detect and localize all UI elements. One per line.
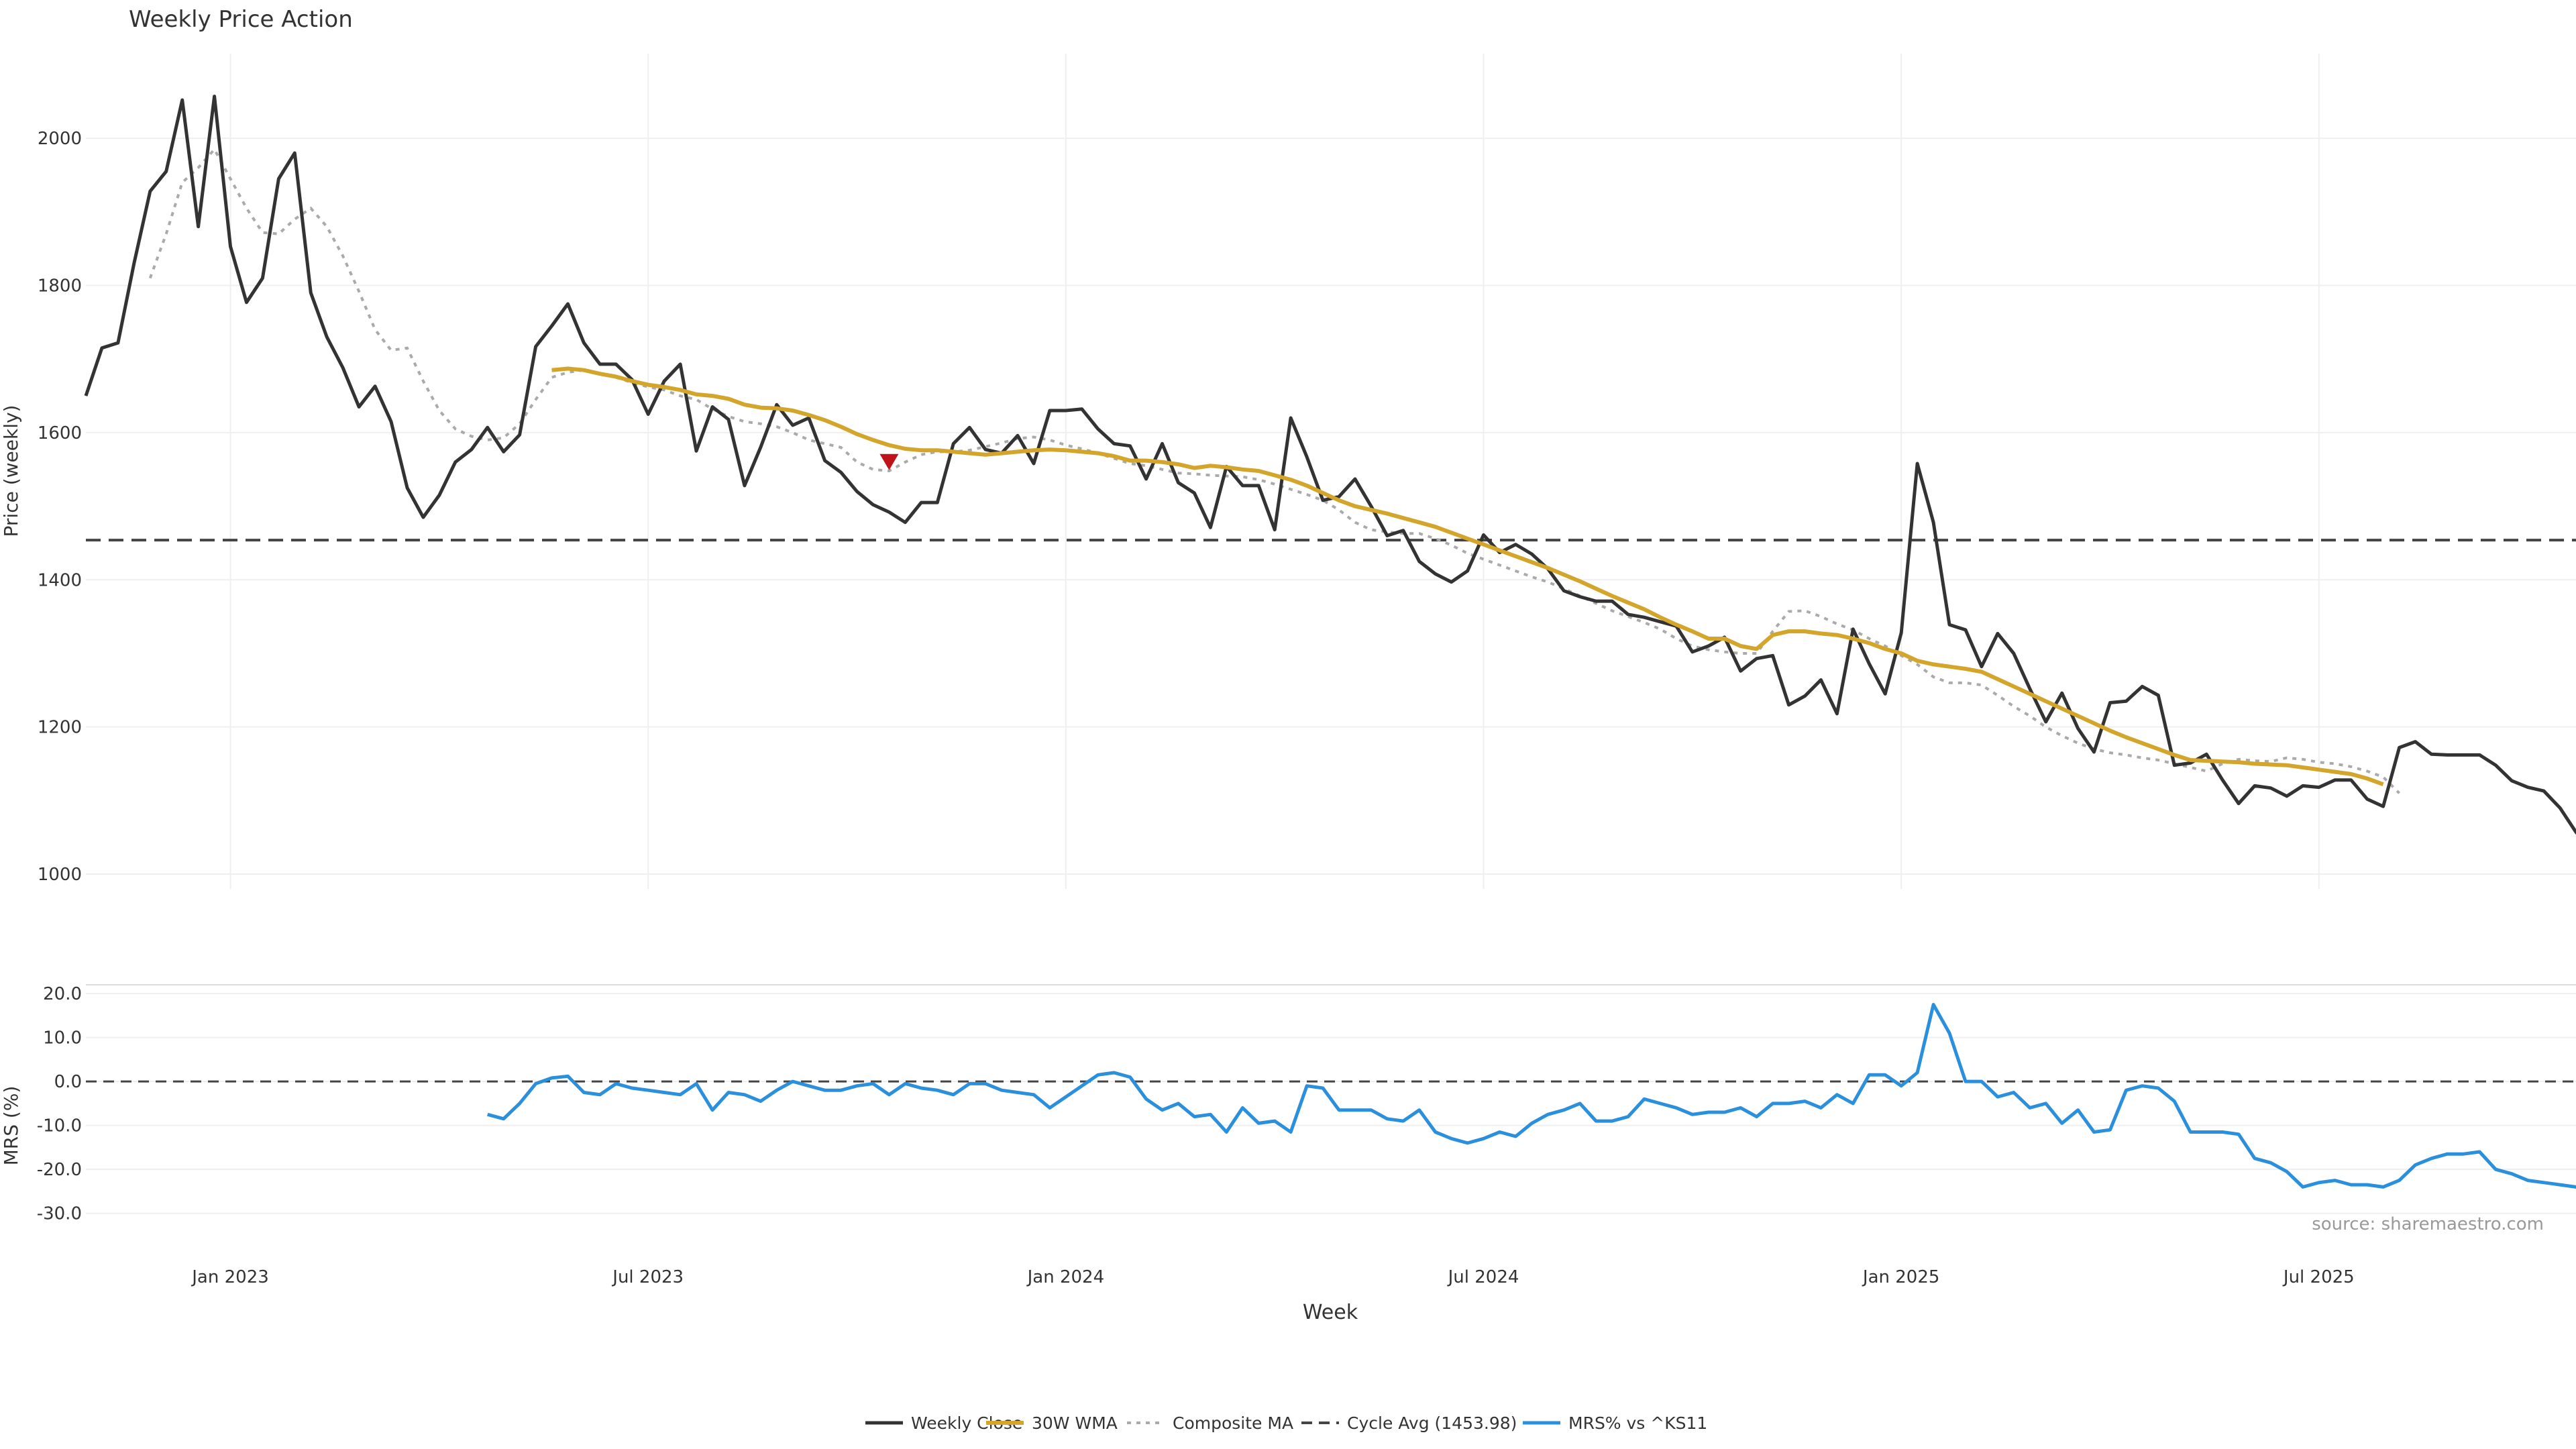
sell-signal-marker bbox=[879, 453, 899, 470]
legend-label-cycle: Cycle Avg (1453.98) bbox=[1347, 1413, 1517, 1433]
price-y-tick-label: 1400 bbox=[38, 570, 82, 590]
legend-item-cycle: Cycle Avg (1453.98) bbox=[1301, 1413, 1517, 1433]
legend-label-mrs: MRS% vs ^KS11 bbox=[1568, 1413, 1707, 1433]
legend-label-wma: 30W WMA bbox=[1032, 1413, 1118, 1433]
legend-item-mrs: MRS% vs ^KS11 bbox=[1523, 1413, 1707, 1433]
mrs-y-tick-label: -30.0 bbox=[37, 1204, 82, 1224]
legend-label-composite: Composite MA bbox=[1173, 1413, 1293, 1433]
x-tick-label: Jan 2025 bbox=[1862, 1267, 1940, 1287]
price-panel: 1000 1200 1400 1600 1800 2000 Price (weekly) bbox=[0, 54, 2576, 889]
x-tick-label: Jan 2024 bbox=[1026, 1267, 1105, 1287]
x-axis-label: Week bbox=[1303, 1301, 1358, 1324]
chart-title: Weekly Price Action bbox=[129, 6, 353, 33]
legend-item-wma: 30W WMA bbox=[986, 1413, 1118, 1433]
price-y-label: Price (weekly) bbox=[0, 405, 22, 537]
mrs-y-label: MRS (%) bbox=[0, 1086, 22, 1166]
price-y-tick-label: 1600 bbox=[38, 423, 82, 443]
mrs-y-axis: 20.0 10.0 0.0 -10.0 -20.0 -30.0 bbox=[37, 984, 82, 1224]
mrs-y-tick-label: -10.0 bbox=[37, 1116, 82, 1136]
price-y-axis: 1000 1200 1400 1600 1800 2000 bbox=[38, 129, 82, 885]
price-y-tick-label: 1000 bbox=[38, 865, 82, 885]
wma-30w-line bbox=[551, 366, 2384, 787]
weekly-close-line bbox=[84, 95, 2576, 835]
mrs-y-tick-label: -20.0 bbox=[37, 1160, 82, 1180]
mrs-y-tick-label: 10.0 bbox=[43, 1028, 82, 1049]
x-tick-label: Jul 2024 bbox=[1447, 1267, 1519, 1287]
composite-ma-line bbox=[148, 147, 2401, 794]
price-gridlines bbox=[86, 54, 2576, 889]
legend-item-composite: Composite MA bbox=[1127, 1413, 1293, 1433]
x-axis: Jan 2023 Jul 2023 Jan 2024 Jul 2024 Jan 2025… bbox=[191, 1267, 2354, 1287]
x-tick-label: Jan 2023 bbox=[191, 1267, 269, 1287]
x-tick-label: Jul 2025 bbox=[2282, 1267, 2355, 1287]
mrs-panel: 20.0 10.0 0.0 -10.0 -20.0 -30.0 MRS (%) sourc… bbox=[0, 984, 2576, 1234]
price-y-tick-label: 1200 bbox=[38, 718, 82, 738]
x-tick-label: Jul 2023 bbox=[611, 1267, 684, 1287]
legend: Weekly Close 30W WMA Composite MA Cycle Avg… bbox=[865, 1413, 1707, 1433]
mrs-y-tick-label: 20.0 bbox=[43, 984, 82, 1004]
price-y-tick-label: 2000 bbox=[38, 129, 82, 149]
mrs-line bbox=[487, 1003, 2576, 1189]
price-y-tick-label: 1800 bbox=[38, 276, 82, 297]
mrs-y-tick-label: 0.0 bbox=[54, 1072, 82, 1092]
source-note: source: sharemaestro.com bbox=[2312, 1214, 2544, 1234]
